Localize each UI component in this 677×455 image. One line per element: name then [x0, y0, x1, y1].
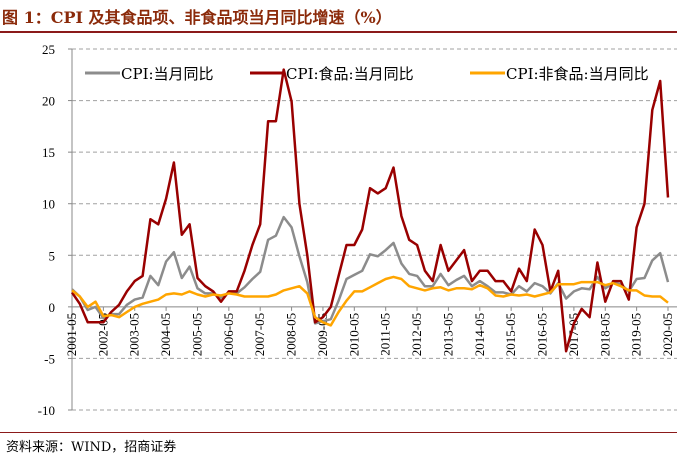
- x-tick-label: 2004-05: [158, 313, 173, 356]
- x-tick-label: 2020-05: [660, 313, 675, 356]
- series-lines: [70, 68, 670, 353]
- y-tick-label: 20: [42, 94, 55, 109]
- legend: CPI:当月同比 CPI:食品:当月同比 CPI:非食品:当月同比: [85, 65, 649, 83]
- x-tick-label: 2008-05: [284, 313, 299, 356]
- x-tick-label: 2013-05: [440, 313, 455, 356]
- x-tick-label: 2006-05: [221, 313, 236, 356]
- footer-divider: [0, 432, 677, 433]
- x-tick-label: 2012-05: [409, 313, 424, 356]
- y-tick-label: 15: [42, 145, 55, 160]
- x-tick-label: 2018-05: [597, 313, 612, 356]
- y-tick-labels: 25 20 15 10 5 0 -5 -10: [38, 42, 55, 418]
- x-tick-label: 2011-05: [378, 313, 393, 356]
- axes: [68, 48, 677, 411]
- y-tick-label: 0: [49, 300, 56, 315]
- y-tick-label: 5: [49, 248, 56, 263]
- series-line-3: [71, 275, 669, 327]
- x-tick-label: 2017-05: [566, 313, 581, 356]
- y-tick-label: -5: [44, 351, 55, 366]
- legend-label: CPI:非食品:当月同比: [506, 65, 649, 83]
- x-tick-label: 2014-05: [472, 313, 487, 356]
- x-tick-label: 2010-05: [346, 313, 361, 356]
- x-tick-label: 2007-05: [252, 313, 267, 356]
- x-tick-label: 2005-05: [189, 313, 204, 356]
- y-tick-label: -10: [38, 403, 55, 418]
- title-divider: [0, 31, 677, 33]
- x-tick-label: 2016-05: [535, 313, 550, 356]
- y-tick-label: 10: [42, 197, 55, 212]
- x-tick-label: 2002-05: [95, 313, 110, 356]
- chart-title: 图 1：CPI 及其食品项、非食品项当月同比增速（%）: [2, 8, 392, 27]
- x-tick-label: 2003-05: [127, 313, 142, 356]
- y-tick-label: 25: [42, 42, 55, 57]
- x-tick-label: 2019-05: [629, 313, 644, 356]
- x-tick-label: 2001-05: [64, 313, 79, 356]
- x-tick-labels: 2001-05 2002-05 2003-05 2004-05 2005-05 2006-…: [64, 313, 675, 356]
- legend-label: CPI:当月同比: [121, 65, 214, 83]
- legend-label: CPI:食品:当月同比: [286, 65, 414, 83]
- series-line-1: [71, 215, 670, 325]
- source-note: 资料来源：WIND，招商证券: [6, 440, 177, 455]
- series-line-2: [70, 68, 670, 353]
- x-tick-label: 2015-05: [503, 313, 518, 356]
